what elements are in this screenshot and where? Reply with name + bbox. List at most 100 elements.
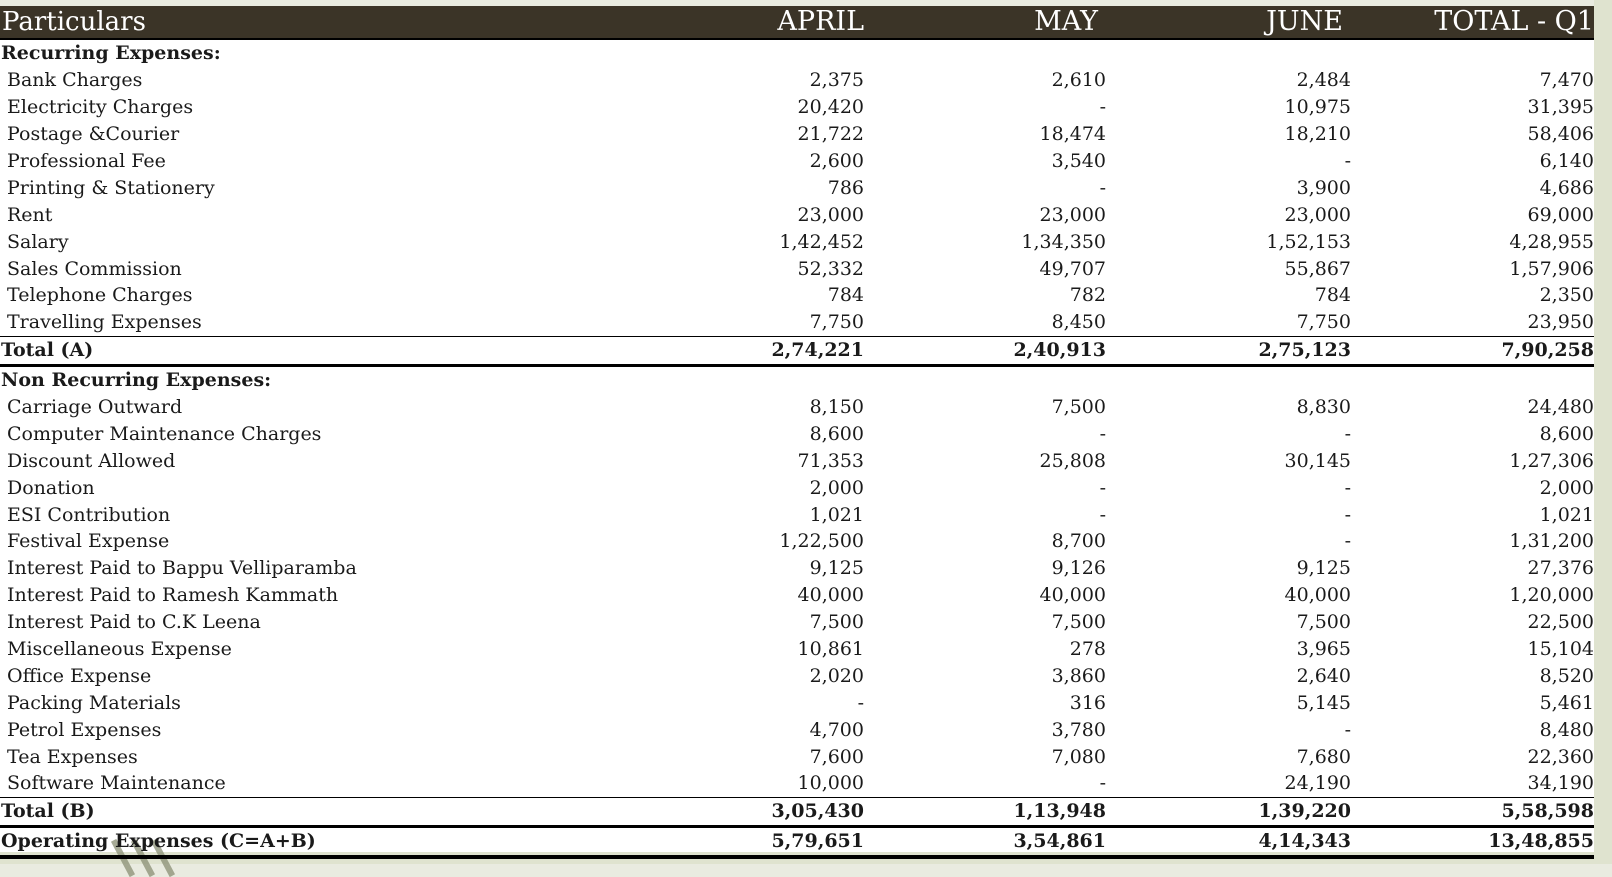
cell-total: 5,461 [1539,691,1594,714]
cell-june: 24,190 [1284,772,1351,795]
cell-june: 23,000 [1284,203,1351,226]
cell-total: 8,520 [1539,664,1594,687]
row-label: Tea Expenses [7,745,138,768]
cell-may: 8,700 [1051,530,1106,553]
cell-total: 69,000 [1527,203,1594,226]
cell-april: 7,750 [809,311,864,334]
row-label: Bank Charges [7,69,143,92]
cell-may: 49,707 [1039,257,1106,280]
operating-expenses-row: Operating Expenses (C=A+B) 5,79,651 3,54,8… [0,826,1594,859]
cell-may: 2,610 [1051,69,1106,92]
table-row: Rent 23,000 23,000 23,000 69,000 [0,201,1594,228]
cell-april: 2,000 [809,476,864,499]
cell-april: 8,150 [809,396,864,419]
table-row: Postage &Courier 21,722 18,474 18,210 58,406 [0,121,1594,148]
row-label: Office Expense [7,664,152,687]
row-label: Rent [7,203,53,226]
row-label: Donation [7,476,95,499]
cell-june: 3,900 [1296,176,1351,199]
header-particulars: Particulars [0,6,720,40]
cell-total: 5,58,598 [1351,796,1594,828]
table-row: Printing & Stationery 786 - 3,900 4,686 [0,174,1594,201]
table-row: Miscellaneous Expense 10,861 278 3,965 15,10… [0,636,1594,663]
cell-june: 784 [1314,284,1351,307]
cell-total: 22,360 [1527,745,1594,768]
row-label: Interest Paid to Ramesh Kammath [7,584,339,607]
table-row: Professional Fee 2,600 3,540 - 6,140 [0,148,1594,175]
cell-may: 278 [1069,638,1106,661]
cell-june: - [1344,422,1351,445]
cell-total: 6,140 [1539,150,1594,172]
row-label: Operating Expenses (C=A+B) [0,826,720,859]
cell-may: 3,54,861 [864,826,1106,859]
cell-total: 7,90,258 [1351,335,1594,367]
cell-june: 7,750 [1296,311,1351,334]
header-total: TOTAL - Q1 [1351,6,1594,40]
table-row: Packing Materials - 316 5,145 5,461 [0,689,1594,716]
cell-total: 13,48,855 [1351,826,1594,859]
cell-june: 40,000 [1284,584,1351,607]
table-body: Recurring Expenses: Bank Charges 2,375 2,6… [0,39,1594,859]
cell-may: - [1099,476,1106,499]
expense-table: Particulars APRIL MAY JUNE TOTAL - Q1 Re… [0,6,1594,859]
total-row-b: Total (B) 3,05,430 1,13,948 1,39,220 5,58,59… [0,796,1594,828]
cell-june: 30,145 [1284,449,1351,472]
cell-april: - [857,691,864,714]
cell-may: 3,780 [1051,718,1106,741]
table-row: Computer Maintenance Charges 8,600 - - 8,600 [0,420,1594,447]
cell-may: 316 [1069,691,1106,714]
cell-may: 3,860 [1051,664,1106,687]
cell-june: - [1344,718,1351,741]
cell-may: 1,34,350 [1021,230,1106,253]
cell-june: 1,39,220 [1106,796,1351,828]
cell-april: 2,74,221 [720,335,864,367]
row-label: Professional Fee [7,150,166,172]
cell-total: 58,406 [1527,123,1594,146]
cell-total: 15,104 [1527,638,1594,661]
cell-april: 3,05,430 [720,796,864,828]
cell-may: 2,40,913 [864,335,1106,367]
table-row: Sales Commission 52,332 49,707 55,867 1,57,9… [0,255,1594,282]
cell-may: 25,808 [1039,449,1106,472]
cell-june: - [1344,530,1351,553]
cell-may: 9,126 [1051,557,1106,580]
cell-april: 2,020 [809,664,864,687]
cell-may: 23,000 [1039,203,1106,226]
header-may: MAY [864,6,1106,40]
cell-total: 7,470 [1539,69,1594,92]
cell-april: 7,500 [809,611,864,634]
cell-april: 21,722 [797,123,864,146]
cell-total: 1,31,200 [1509,530,1594,553]
table-row: Petrol Expenses 4,700 3,780 - 8,480 [0,716,1594,743]
row-label: Packing Materials [7,691,181,714]
cell-april: 20,420 [797,96,864,119]
cell-may: - [1099,772,1106,795]
slide-border-right [1594,0,1612,864]
row-label: Sales Commission [7,257,182,280]
table-header: Particulars APRIL MAY JUNE TOTAL - Q1 [0,6,1594,40]
header-april: APRIL [720,6,864,40]
table-row: Electricity Charges 20,420 - 10,975 31,395 [0,94,1594,121]
table-row: Carriage Outward 8,150 7,500 8,830 24,480 [0,394,1594,421]
cell-total: 4,686 [1539,176,1594,199]
cell-april: 5,79,651 [720,826,864,859]
row-label: Interest Paid to Bappu Velliparamba [7,557,357,580]
cell-may: 7,500 [1051,396,1106,419]
cell-may: 1,13,948 [864,796,1106,828]
cell-total: 1,57,906 [1509,257,1594,280]
cell-june: 9,125 [1296,557,1351,580]
cell-total: 8,480 [1539,718,1594,741]
cell-june: 3,965 [1296,638,1351,661]
cell-april: 2,600 [809,150,864,172]
cell-june: 2,75,123 [1106,335,1351,367]
cell-may: 18,474 [1039,123,1106,146]
cell-may: - [1099,176,1106,199]
table-row: Telephone Charges 784 782 784 2,350 [0,282,1594,309]
cell-april: 1,22,500 [779,530,864,553]
cell-total: 2,350 [1539,284,1594,307]
section-heading-nonrecurring: Non Recurring Expenses: [0,365,1594,393]
cell-total: 1,20,000 [1509,584,1594,607]
cell-june: 55,867 [1284,257,1351,280]
table-row: Office Expense 2,020 3,860 2,640 8,520 [0,662,1594,689]
cell-june: 7,500 [1296,611,1351,634]
